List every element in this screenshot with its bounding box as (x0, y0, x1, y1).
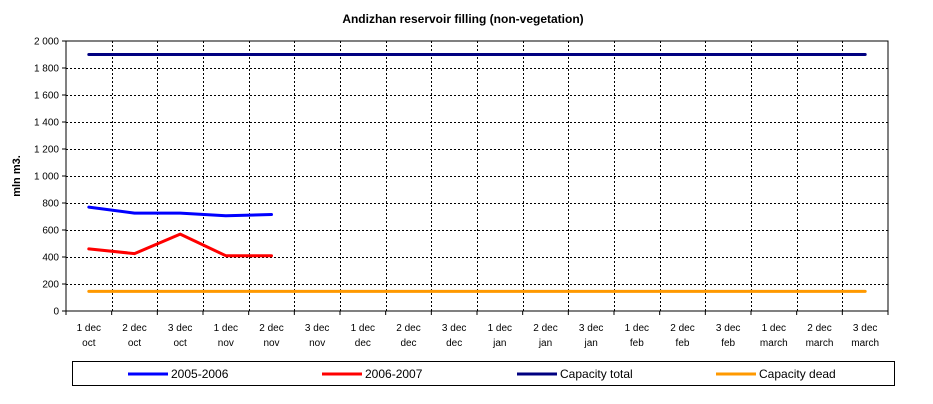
x-tick-label: 2 dec (396, 323, 420, 334)
x-tick-sublabel: jan (492, 338, 506, 349)
x-tick-label: 3 dec (579, 323, 603, 334)
y-tick-label: 800 (42, 199, 59, 210)
x-tick-sublabel: dec (400, 338, 416, 349)
legend-box (72, 361, 895, 386)
x-tick-label: 1 dec (351, 323, 375, 334)
x-tick-label: 3 dec (305, 323, 329, 334)
x-tick-sublabel: nov (309, 338, 325, 349)
legend: 2005-2006 2006-2007 Capacity total Capacity… (72, 361, 895, 386)
x-tick-sublabel: march (851, 338, 879, 349)
series-line-2 (87, 232, 273, 258)
series-line-1 (87, 205, 273, 218)
legend-label: Capacity total (560, 367, 633, 381)
x-tick-sublabel: feb (721, 338, 735, 349)
x-tick-label: 1 dec (488, 323, 512, 334)
x-tick-label: 3 dec (853, 323, 877, 334)
x-tick-sublabel: march (806, 338, 834, 349)
y-tick-label: 600 (42, 226, 59, 237)
chart-title: Andizhan reservoir filling (non-vegetati… (342, 12, 583, 26)
x-tick-label: 2 dec (259, 323, 283, 334)
y-tick-label: 1 600 (34, 91, 59, 102)
x-tick-sublabel: dec (446, 338, 462, 349)
x-tick-label: 2 dec (533, 323, 557, 334)
x-tick-label: 1 dec (762, 323, 786, 334)
x-tick-label: 1 dec (77, 323, 101, 334)
legend-label: 2005-2006 (171, 367, 229, 381)
y-axis-label: mln m3. (11, 155, 23, 197)
x-tick-label: 2 dec (670, 323, 694, 334)
y-tick-label: 1 400 (34, 118, 59, 129)
legend-label: 2006-2007 (365, 367, 423, 381)
x-tick-label: 1 dec (214, 323, 238, 334)
x-tick-label: 2 dec (122, 323, 146, 334)
x-tick-sublabel: dec (355, 338, 371, 349)
x-tick-sublabel: nov (263, 338, 279, 349)
x-tick-label: 1 dec (625, 323, 649, 334)
x-tick-sublabel: jan (538, 338, 552, 349)
y-tick-label: 1 800 (34, 64, 59, 75)
x-tick-sublabel: oct (128, 338, 142, 349)
y-tick-label: 400 (42, 253, 59, 264)
x-tick-sublabel: march (760, 338, 788, 349)
x-tick-sublabel: feb (630, 338, 644, 349)
x-tick-label: 3 dec (716, 323, 740, 334)
x-tick-sublabel: oct (82, 338, 96, 349)
x-tick-sublabel: jan (583, 338, 597, 349)
legend-label: Capacity dead (759, 367, 836, 381)
x-tick-sublabel: feb (676, 338, 690, 349)
y-tick-label: 200 (42, 280, 59, 291)
y-tick-label: 2 000 (34, 37, 59, 48)
x-tick-label: 3 dec (442, 323, 466, 334)
y-tick-label: 0 (53, 307, 59, 318)
x-tick-label: 3 dec (168, 323, 192, 334)
x-tick-sublabel: oct (173, 338, 187, 349)
x-tick-sublabel: nov (218, 338, 234, 349)
y-tick-label: 1 000 (34, 172, 59, 183)
y-tick-label: 1 200 (34, 145, 59, 156)
x-tick-label: 2 dec (807, 323, 831, 334)
